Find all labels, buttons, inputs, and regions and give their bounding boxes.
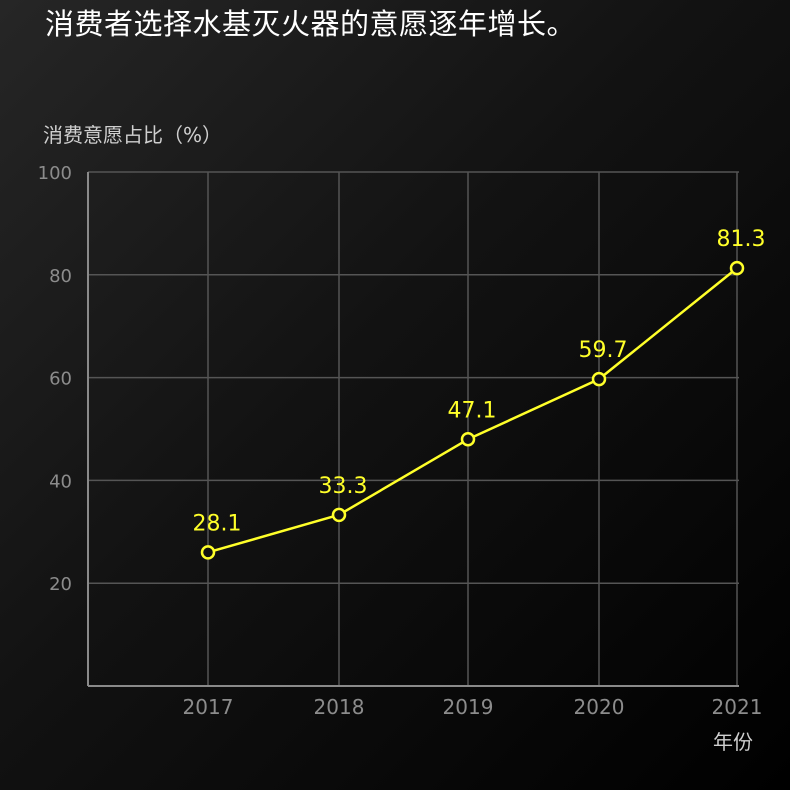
y-tick-label: 40 — [49, 471, 72, 492]
data-point — [331, 507, 347, 523]
y-tick-label: 100 — [38, 163, 72, 184]
x-axis-title: 年份 — [713, 730, 753, 754]
data-point — [460, 432, 476, 447]
data-label: 47.1 — [448, 398, 497, 423]
x-tick-label: 2020 — [574, 695, 625, 719]
headline: 消费者选择水基灭火器的意愿逐年增长。 — [45, 7, 577, 41]
data-point — [729, 260, 745, 276]
x-tick-label: 2021 — [712, 695, 763, 719]
data-label: 81.3 — [717, 227, 766, 252]
data-point — [591, 371, 607, 387]
y-tick-label: 80 — [49, 266, 72, 287]
y-tick-label: 20 — [49, 574, 72, 595]
x-tick-label: 2018 — [314, 695, 365, 719]
data-point — [200, 545, 216, 560]
y-axis-title: 消费意愿占比（%） — [43, 123, 222, 147]
data-label: 59.7 — [579, 338, 628, 363]
x-tick-label: 2019 — [443, 695, 494, 719]
data-label: 33.3 — [319, 474, 368, 499]
x-tick-label: 2017 — [183, 695, 234, 719]
data-label: 28.1 — [193, 511, 242, 536]
y-tick-label: 60 — [49, 369, 72, 390]
